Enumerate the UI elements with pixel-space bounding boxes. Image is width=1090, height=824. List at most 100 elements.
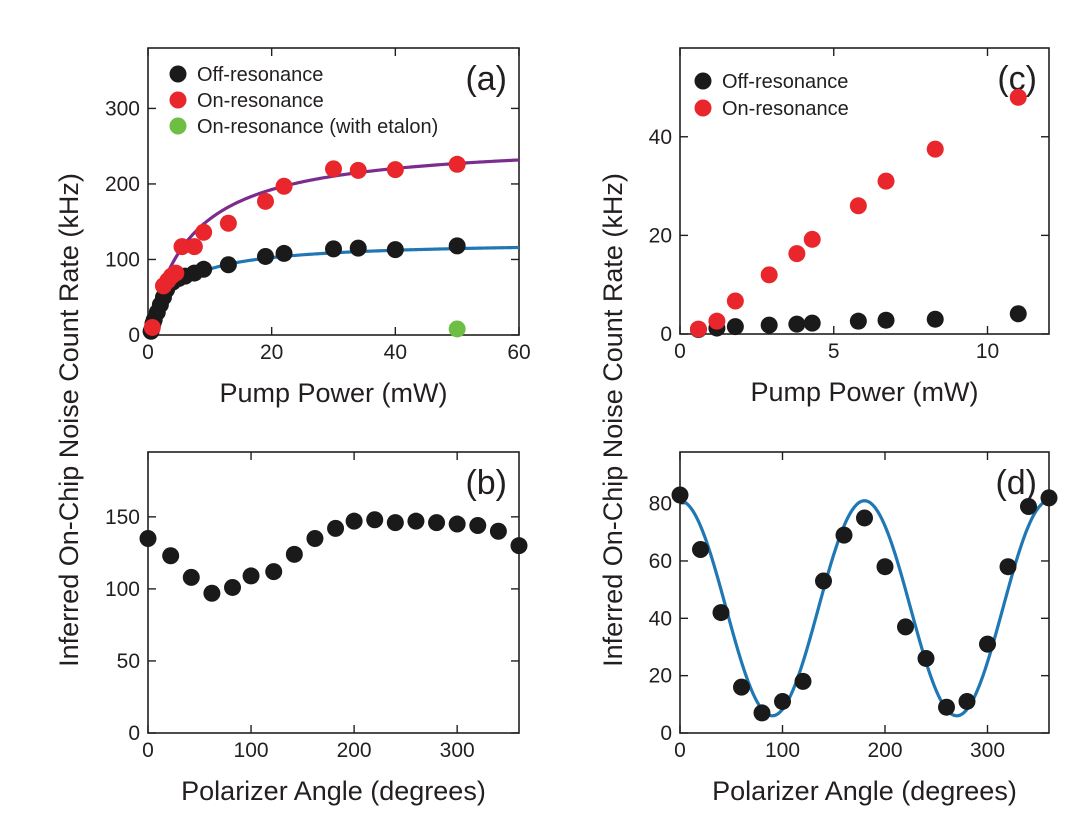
data-point-c-s0-5 <box>803 314 821 332</box>
y-tick-label-d: 60 <box>649 550 672 573</box>
data-point-b-s0-5 <box>242 567 260 585</box>
y-tick-label-b: 100 <box>105 578 140 601</box>
legend-label-a-1: On-resonance <box>197 90 324 112</box>
data-point-d-s0-15 <box>979 635 996 653</box>
panel-b: 0 100 200 300 0 50 100 150 Polarizer Angle (degr… <box>105 451 528 806</box>
data-point-b-s0-7 <box>285 545 303 563</box>
data-point-c-s1-6 <box>849 197 867 215</box>
data-point-b-s0-11 <box>366 511 384 529</box>
panel-label-b: (b) <box>465 464 507 502</box>
data-point-b-s0-6 <box>265 563 283 581</box>
legend-marker-a-1 <box>169 91 187 109</box>
data-point-d-s0-2 <box>712 604 730 622</box>
data-point-a-s0-12 <box>219 256 237 274</box>
data-point-b-s0-2 <box>182 568 200 586</box>
data-point-a-s0-15 <box>325 240 342 258</box>
data-point-a-s1-9 <box>256 192 274 210</box>
data-point-b-s0-14 <box>428 514 446 532</box>
data-point-b-s0-17 <box>489 522 507 540</box>
data-point-b-s0-12 <box>386 514 404 532</box>
data-point-a-s0-13 <box>256 247 274 265</box>
x-tick-label-b: 100 <box>234 739 269 762</box>
legend-label-c-1: On-resonance <box>722 98 849 120</box>
y-axis-label-right: Inferred On-Chip Noise Count Rate (kHz) <box>598 173 628 667</box>
legend-marker-c-0 <box>694 72 712 90</box>
x-tick-label-d: 0 <box>674 739 686 762</box>
data-point-b-s0-10 <box>345 512 363 530</box>
data-point-c-s1-3 <box>760 266 778 284</box>
data-point-b-s0-4 <box>224 578 242 596</box>
plot-frame-a <box>147 47 520 336</box>
x-tick-label-b: 300 <box>440 739 475 762</box>
data-point-b-s0-13 <box>407 512 425 530</box>
data-point-d-s0-0 <box>671 486 689 504</box>
data-point-a-s1-7 <box>195 223 213 241</box>
data-point-c-s1-9 <box>1009 88 1027 106</box>
data-point-a-s0-16 <box>349 239 367 257</box>
x-axis-label-b: Polarizer Angle (degrees) <box>181 776 486 806</box>
data-point-d-s0-14 <box>958 692 976 710</box>
data-point-c-s0-7 <box>877 311 895 329</box>
y-tick-label-b: 50 <box>117 650 140 673</box>
plot-frame-b <box>147 451 520 734</box>
plot-frame-c <box>679 47 1050 335</box>
data-point-a-s0-18 <box>448 237 466 255</box>
data-point-b-s0-18 <box>510 537 528 555</box>
data-point-c-s0-3 <box>760 316 778 334</box>
legend-marker-a-0 <box>169 65 187 83</box>
x-tick-label-b: 200 <box>337 739 372 762</box>
x-axis-label-c: Pump Power (mW) <box>750 377 978 407</box>
data-point-a-s1-6 <box>185 238 203 256</box>
x-tick-label-a: 40 <box>384 341 407 364</box>
y-tick-label-b: 0 <box>128 722 140 745</box>
data-point-d-s0-11 <box>897 618 914 636</box>
data-point-d-s0-10 <box>876 558 894 576</box>
data-point-c-s1-5 <box>803 230 821 248</box>
x-tick-label-c: 10 <box>976 340 999 363</box>
y-tick-label-d: 80 <box>649 493 672 516</box>
legend-marker-a-2 <box>169 117 187 135</box>
data-point-d-s0-3 <box>733 678 750 696</box>
data-point-d-s0-7 <box>815 572 832 590</box>
y-tick-label-b: 150 <box>105 506 140 529</box>
x-tick-label-a: 20 <box>260 341 283 364</box>
data-point-a-s1-0 <box>143 318 161 336</box>
data-point-b-s0-8 <box>306 529 324 547</box>
x-tick-label-d: 200 <box>867 739 902 762</box>
legend-label-a-0: Off-resonance <box>197 64 323 86</box>
x-tick-label-d: 100 <box>765 739 800 762</box>
data-point-d-s0-1 <box>692 540 709 558</box>
data-point-a-s1-4 <box>167 264 185 282</box>
data-point-b-s0-16 <box>469 516 487 534</box>
fit-curve-a-1 <box>148 245 519 335</box>
x-tick-label-c: 0 <box>674 340 686 363</box>
data-point-a-s1-8 <box>219 214 237 232</box>
fit-curve-d-0 <box>680 499 1049 718</box>
data-point-c-s1-1 <box>708 312 726 330</box>
data-point-a-s1-5 <box>173 238 191 256</box>
data-point-d-s0-9 <box>856 509 873 527</box>
y-tick-label-a: 0 <box>128 324 140 347</box>
data-point-c-s0-2 <box>726 318 744 336</box>
data-point-a-s1-10 <box>275 177 293 195</box>
data-point-c-s1-2 <box>726 292 744 310</box>
plot-frame-d <box>679 451 1050 734</box>
x-tick-label-d: 300 <box>970 739 1005 762</box>
panel-d: 0 100 200 300 0 20 40 60 80 Polarizer Angle (degr… <box>649 451 1058 806</box>
y-tick-label-a: 200 <box>105 173 140 196</box>
x-tick-label-b: 0 <box>142 739 154 762</box>
data-point-b-s0-3 <box>203 584 221 602</box>
data-point-d-s0-13 <box>938 698 955 716</box>
panel-a: 0 20 40 60 0 100 200 300 Pump Power (mW) (a) Off-r… <box>105 47 531 408</box>
legend-label-a-2: On-resonance (with etalon) <box>197 116 438 138</box>
data-point-d-s0-18 <box>1040 489 1058 507</box>
y-axis-label-left: Inferred On-Chip Noise Count Rate (kHz) <box>54 173 84 667</box>
panel-label-d: (d) <box>995 464 1037 502</box>
data-point-d-s0-5 <box>774 692 791 710</box>
data-point-d-s0-12 <box>917 649 935 667</box>
data-point-b-s0-1 <box>162 547 180 565</box>
panel-label-a: (a) <box>465 60 507 98</box>
data-point-a-s0-14 <box>275 244 293 262</box>
data-point-c-s1-8 <box>926 140 944 158</box>
